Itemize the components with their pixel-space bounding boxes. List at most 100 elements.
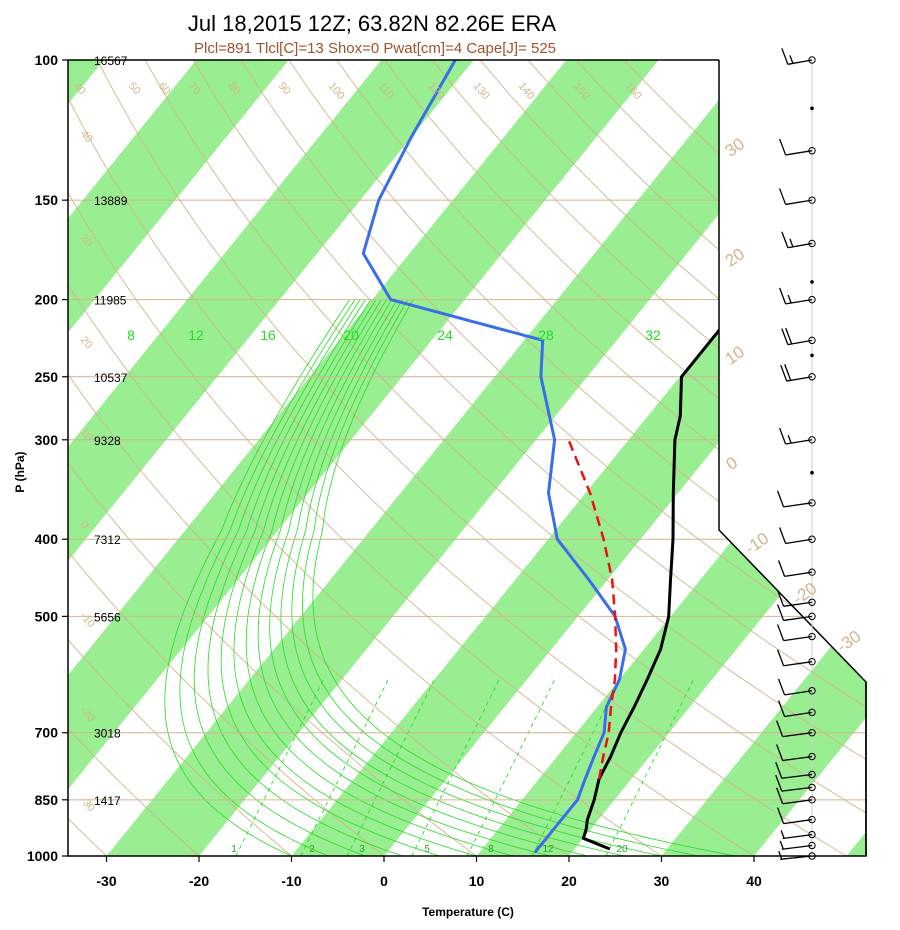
moist-adiabat-line — [245, 299, 514, 856]
barb-half-feather — [780, 830, 785, 839]
isotherm-band — [68, 60, 289, 856]
barb-shaft — [784, 690, 813, 696]
mixing-ratio-label: 2 — [309, 844, 315, 855]
mixing-ratio-line — [531, 679, 620, 856]
height-label: 16567 — [94, 54, 128, 68]
mixing-ratio-line — [235, 679, 324, 856]
mixing-ratio-line — [466, 679, 556, 856]
theta-label-right: -10 — [741, 529, 772, 559]
barb-shaft — [785, 199, 813, 206]
barb-shaft — [783, 661, 813, 667]
frame-notch — [718, 60, 867, 856]
moist-adiabat-line — [280, 299, 625, 856]
barb-feather — [776, 744, 784, 761]
barb-shaft — [781, 773, 813, 779]
dry-adiabat-label: 140 — [516, 80, 537, 102]
barb-half-feather — [778, 850, 783, 860]
x-axis-label: Temperature (C) — [422, 905, 514, 919]
barb-shaft — [787, 242, 813, 249]
x-tick-label: -20 — [189, 873, 209, 889]
mixing-ratio-label: 28 — [538, 327, 554, 343]
moist-adiabats — [164, 299, 736, 856]
x-tick-label: 40 — [746, 873, 762, 889]
theta-label-right: 0 — [723, 453, 742, 474]
theta-label-right: 20 — [722, 244, 748, 270]
dry-adiabat-label: 50 — [126, 80, 143, 97]
isotherm-bands — [68, 60, 866, 856]
x-tick-label: 30 — [654, 873, 670, 889]
y-tick-label: 700 — [35, 725, 59, 741]
barb-shaft — [785, 538, 813, 545]
barb-shaft — [785, 298, 813, 305]
x-tick-label: 20 — [561, 873, 577, 889]
barb-shaft — [783, 818, 813, 825]
moist-adiabat-line — [207, 299, 403, 856]
barb-feather — [781, 48, 789, 65]
theta-label-right: 10 — [722, 342, 748, 368]
height-label: 11985 — [94, 294, 127, 308]
barb-shaft — [782, 755, 813, 762]
moist-adiabat-line — [220, 299, 440, 856]
mixing-ratio-label: 1 — [231, 844, 237, 855]
barb-feather — [776, 649, 785, 666]
height-label: 5656 — [94, 610, 121, 624]
barb-feather — [777, 560, 786, 577]
barb-feather — [777, 700, 786, 717]
mixing-ratio-label: 3 — [359, 844, 365, 855]
barb-shaft — [783, 635, 813, 642]
isotherm-band — [68, 60, 659, 856]
barb-shaft — [787, 339, 813, 346]
height-label: 7312 — [94, 533, 121, 547]
barb-shaft — [784, 711, 813, 718]
y-tick-label: 500 — [35, 608, 59, 624]
barb-shaft — [781, 844, 813, 850]
barb-feather — [780, 364, 788, 382]
barb-feather — [776, 490, 785, 508]
barb-feather — [776, 590, 785, 607]
mixing-ratio-line — [300, 679, 389, 856]
mixing-ratio-label: 5 — [424, 844, 430, 855]
moist-adiabat-line — [193, 299, 366, 856]
moist-adiabat-line — [312, 299, 736, 856]
barb-half-feather — [779, 840, 784, 850]
barb-feather — [775, 774, 783, 792]
barb-feather — [779, 527, 787, 544]
moist-adiabat-line — [302, 299, 699, 856]
theta-label-right: -30 — [833, 627, 864, 657]
barb-feather — [776, 624, 785, 641]
calm-dot — [810, 353, 814, 358]
barb-shaft — [782, 799, 813, 805]
barb-shaft — [784, 571, 813, 578]
y-tick-label: 300 — [35, 432, 59, 448]
barb-feather — [779, 427, 787, 445]
y-tick-label: 400 — [35, 531, 59, 547]
mixing-ratio-label: 8 — [127, 327, 135, 343]
isotherm-band — [68, 60, 474, 856]
moist-adiabat-line — [291, 299, 662, 856]
barb-shaft — [782, 732, 813, 738]
barb-feather — [776, 787, 784, 804]
barb-half-feather — [789, 55, 794, 64]
moist-adiabat-line — [164, 299, 350, 856]
barb-shaft — [781, 786, 813, 792]
mixing-ratio-label: 32 — [645, 327, 661, 343]
barb-shaft — [787, 59, 813, 65]
dry-adiabat-label: 130 — [471, 80, 492, 102]
height-label: 3018 — [94, 727, 121, 741]
barb-feather — [776, 807, 785, 824]
chart-title: Jul 18,2015 12Z; 63.82N 82.26E ERA — [188, 11, 556, 36]
moist-adiabat-line — [233, 299, 477, 856]
barb-half-feather — [787, 434, 792, 444]
y-axis-label: P (hPa) — [13, 451, 27, 492]
isotherm-band — [846, 60, 866, 856]
y-tick-label: 250 — [35, 369, 59, 385]
calm-dot — [810, 106, 814, 111]
barb-shaft — [780, 855, 813, 860]
moist-adiabat-line — [269, 299, 588, 856]
mixing-ratio-label: 20 — [616, 844, 628, 855]
theta-label-left: 20 — [78, 334, 95, 351]
moist-adiabat-line — [179, 299, 356, 856]
barb-feather — [779, 138, 787, 156]
isotherm-band — [106, 60, 844, 856]
